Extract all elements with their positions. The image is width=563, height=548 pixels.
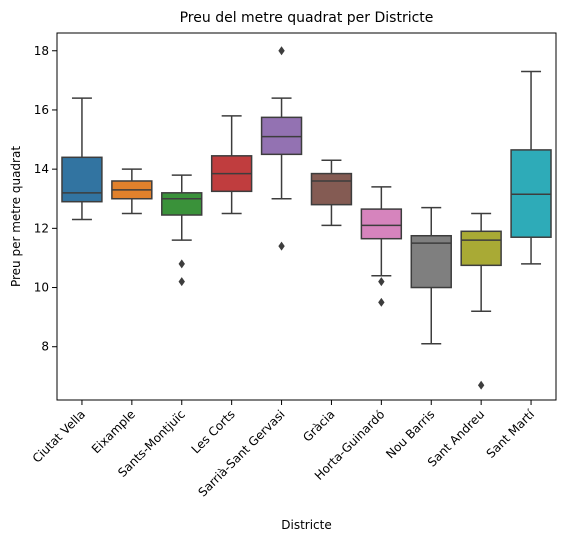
box-group [260, 46, 303, 251]
box-group [310, 159, 353, 227]
outlier-point [378, 297, 385, 307]
box-group [61, 97, 103, 221]
box-iqr [360, 208, 403, 240]
box-group [410, 206, 452, 345]
box-iqr [310, 172, 353, 206]
box-iqr [61, 156, 103, 203]
plot-frame [56, 32, 557, 401]
box-group [460, 212, 502, 390]
chart-title: Preu del metre quadrat per Districte [180, 10, 434, 26]
y-axis-label: Preu per metre quadrat [9, 146, 23, 287]
box-iqr [161, 192, 203, 216]
x-axis-label: Districte [281, 518, 331, 532]
x-tick-label: Les Corts [189, 407, 238, 456]
box-group [360, 186, 403, 307]
y-tick-label: 8 [41, 340, 49, 354]
outlier-point [477, 380, 485, 390]
box-group [161, 174, 203, 287]
box-group [111, 168, 153, 215]
y-tick-label: 14 [34, 162, 49, 176]
x-tick-label: Sant Martí [484, 407, 538, 461]
outlier-point [178, 259, 185, 269]
x-tick-label: Nou Barris [383, 407, 437, 461]
box-iqr [460, 230, 502, 267]
y-tick-label: 18 [34, 44, 49, 58]
y-tick-label: 10 [34, 281, 49, 295]
outlier-point [278, 46, 285, 56]
outlier-point [278, 241, 285, 251]
outlier-point [178, 277, 185, 287]
x-tick-label: Ciutat Vella [30, 407, 88, 465]
y-tick-label: 12 [34, 221, 49, 235]
x-tick-label: Gràcia [300, 407, 337, 444]
box-group [510, 70, 552, 265]
y-tick-label: 16 [34, 103, 49, 117]
x-tick-label: Eixample [89, 407, 138, 456]
outlier-point [378, 277, 385, 287]
box-group [210, 115, 253, 215]
x-tick-label: Sarrià-Sant Gervasi [195, 407, 287, 499]
box-iqr [410, 234, 452, 289]
